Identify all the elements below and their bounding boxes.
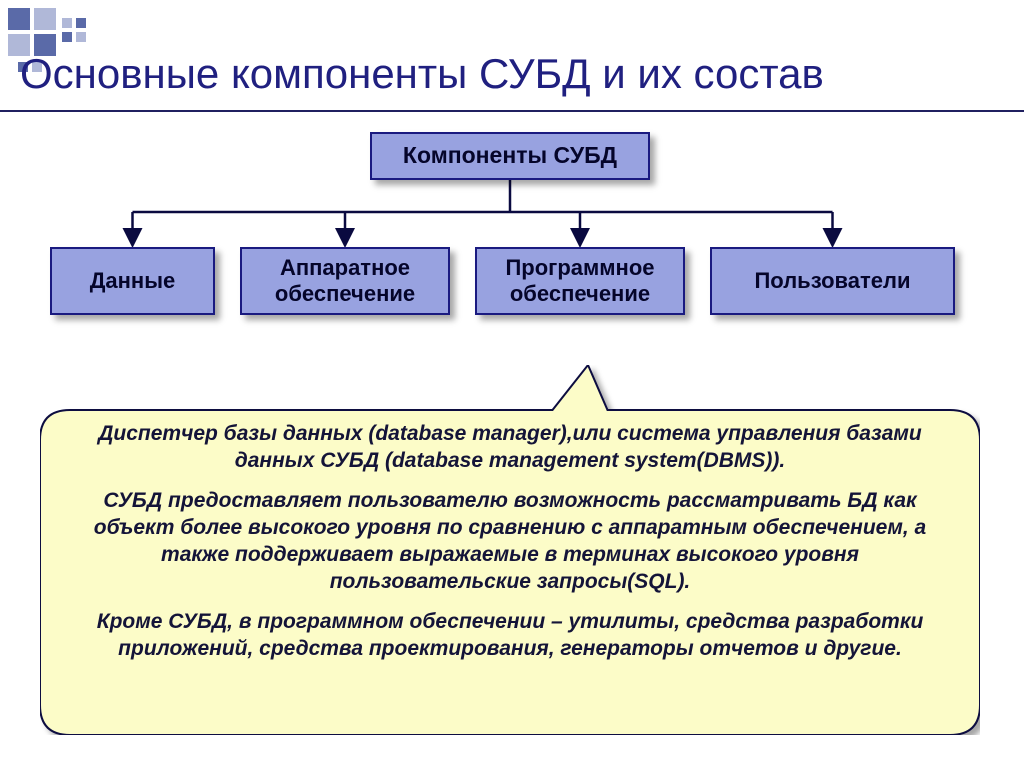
- diagram-node: Компоненты СУБД: [370, 132, 650, 180]
- callout-text: Диспетчер базы данных (database manager)…: [70, 420, 950, 710]
- diagram-node: Пользователи: [710, 247, 955, 315]
- callout: Диспетчер базы данных (database manager)…: [40, 365, 980, 735]
- title-rule: [0, 110, 1024, 112]
- callout-paragraph: СУБД предоставляет пользователю возможно…: [70, 487, 950, 596]
- decor-square: [62, 32, 72, 42]
- callout-paragraph: Кроме СУБД, в программном обеспечении – …: [70, 608, 950, 663]
- hierarchy-diagram: Компоненты СУБД Данные Аппаратноеобеспечен…: [0, 120, 1024, 335]
- decor-square: [34, 8, 56, 30]
- slide-title: Основные компоненты СУБД и их состав: [15, 50, 1009, 98]
- decor-square: [76, 32, 86, 42]
- diagram-node: Данные: [50, 247, 215, 315]
- decor-square: [76, 18, 86, 28]
- decor-square: [62, 18, 72, 28]
- diagram-node: Программноеобеспечение: [475, 247, 685, 315]
- decor-square: [8, 8, 30, 30]
- title-text: Основные компоненты СУБД и их состав: [20, 50, 824, 97]
- diagram-node: Аппаратноеобеспечение: [240, 247, 450, 315]
- callout-paragraph: Диспетчер базы данных (database manager)…: [70, 420, 950, 475]
